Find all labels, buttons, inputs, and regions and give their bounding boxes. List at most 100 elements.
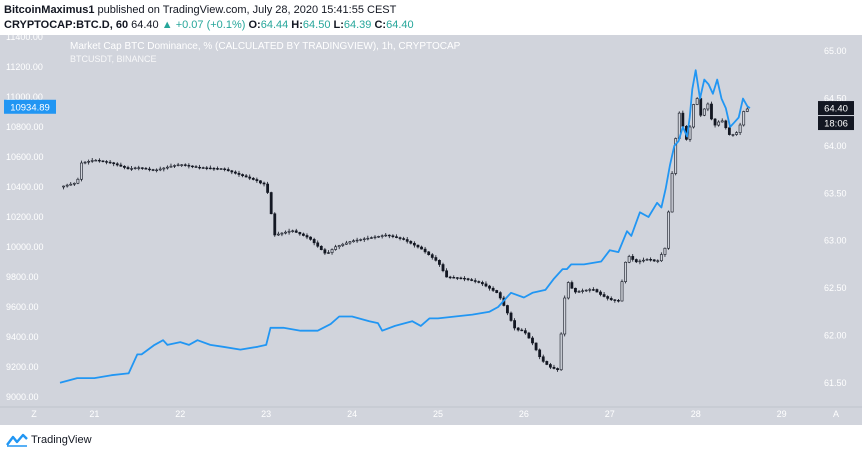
candle-body <box>387 234 391 237</box>
candle-body <box>681 112 685 127</box>
candle-body <box>72 182 76 185</box>
candle-body <box>191 165 194 168</box>
candle-body <box>566 282 570 299</box>
candle-body <box>255 179 259 182</box>
candle-body <box>344 242 348 245</box>
high-label: H: <box>291 19 303 31</box>
brand-name[interactable]: TradingView <box>31 434 92 446</box>
candle-body <box>348 241 352 244</box>
candle-body <box>90 160 94 162</box>
candle-body <box>280 232 284 235</box>
candle-body <box>108 161 112 164</box>
candle-body <box>430 254 434 258</box>
candle-body <box>237 172 241 175</box>
candle-body <box>731 134 735 136</box>
candle-body <box>155 169 159 172</box>
dominance-price-label-bg <box>818 101 854 116</box>
candle-body <box>627 256 631 263</box>
left-axis-tick: 10000.00 <box>6 242 44 252</box>
left-axis-tick: 9000.00 <box>6 392 39 402</box>
chart-area[interactable]: Market Cap BTC Dominance, % (CALCULATED … <box>0 32 862 425</box>
candle-body <box>323 249 327 254</box>
close-value: 64.40 <box>386 19 414 31</box>
candle-body <box>140 167 144 169</box>
candle-body <box>187 165 191 167</box>
left-axis-tick: 11000.00 <box>6 92 43 102</box>
candle-body <box>710 103 713 120</box>
price-chart[interactable]: Market Cap BTC Dominance, % (CALCULATED … <box>0 32 862 425</box>
right-axis-tick: 64.50 <box>824 94 847 104</box>
candle-body <box>65 184 69 187</box>
candle-body <box>642 259 645 262</box>
dominance-price-label: 64.40 <box>824 104 848 115</box>
candle-body <box>706 103 710 110</box>
candle-body <box>581 290 585 292</box>
publish-text: published on TradingView.com, July 28, 2… <box>97 4 397 16</box>
left-axis-tick: 9400.00 <box>6 332 39 342</box>
countdown-label-bg <box>818 116 854 131</box>
x-axis-tick: 21 <box>89 409 99 419</box>
candle-body <box>552 366 556 369</box>
candle-body <box>115 163 119 166</box>
candle-body <box>659 254 663 262</box>
right-axis-tick: 62.50 <box>824 283 847 293</box>
candle-body <box>459 277 463 280</box>
x-axis-tick: 28 <box>691 409 701 419</box>
candle-body <box>545 361 549 365</box>
candle-body <box>727 127 731 135</box>
x-axis-tick: 26 <box>519 409 529 419</box>
candle-body <box>130 168 133 170</box>
candle-body <box>441 264 445 272</box>
left-axis-tick: 10800.00 <box>6 122 44 132</box>
change-value: +0.07 (+0.1%) <box>175 19 246 31</box>
left-axis-tick: 10600.00 <box>6 152 44 162</box>
candle-body <box>702 108 706 116</box>
candle-body <box>495 290 499 293</box>
author-name[interactable]: BitcoinMaximus1 <box>4 4 95 16</box>
close-label: C: <box>374 19 387 31</box>
candle-body <box>126 167 130 170</box>
candle-body <box>617 300 620 302</box>
candle-body <box>294 230 298 233</box>
candle-body <box>169 165 173 168</box>
candle-body <box>412 242 416 246</box>
candle-body <box>420 246 423 250</box>
candle-body <box>248 176 252 179</box>
candle-body <box>498 292 502 299</box>
candle-body <box>624 261 627 282</box>
x-axis-tick: 24 <box>347 409 357 419</box>
candle-body <box>133 167 137 169</box>
x-axis-tick: 27 <box>605 409 615 419</box>
candle-body <box>62 185 65 188</box>
candle-body <box>198 166 202 169</box>
candle-body <box>230 170 234 173</box>
x-axis-tick: 25 <box>433 409 443 419</box>
candle-body <box>287 230 291 233</box>
auto-scale-icon: A <box>833 409 839 419</box>
candle-body <box>556 368 559 371</box>
candle-body <box>577 291 581 293</box>
candle-body <box>470 279 474 281</box>
candle-body <box>588 289 592 291</box>
candle-body <box>226 169 230 172</box>
candle-body <box>316 242 320 247</box>
candle-body <box>506 305 509 314</box>
candle-body <box>538 349 542 358</box>
candle-body <box>563 297 567 335</box>
candle-body <box>284 231 287 234</box>
btc-price-label: 10934.89 <box>10 102 50 113</box>
candle-body <box>516 327 520 331</box>
candle-body <box>298 232 302 235</box>
right-axis-tick: 63.00 <box>824 236 847 246</box>
symbol-name[interactable]: CRYPTOCAP:BTC.D, 60 <box>4 19 129 31</box>
candle-body <box>216 168 219 170</box>
candle-body <box>158 168 162 171</box>
symbol-info: CRYPTOCAP:BTC.D, 60 64.40 ▲ +0.07 (+0.1%… <box>4 18 854 33</box>
candle-body <box>534 342 538 351</box>
left-axis-tick: 11400.00 <box>6 35 43 42</box>
left-axis-tick: 9600.00 <box>6 302 39 312</box>
candle-body <box>112 162 116 165</box>
candle-body <box>656 260 660 262</box>
candle-body <box>649 259 653 261</box>
open-label: O: <box>248 19 261 31</box>
